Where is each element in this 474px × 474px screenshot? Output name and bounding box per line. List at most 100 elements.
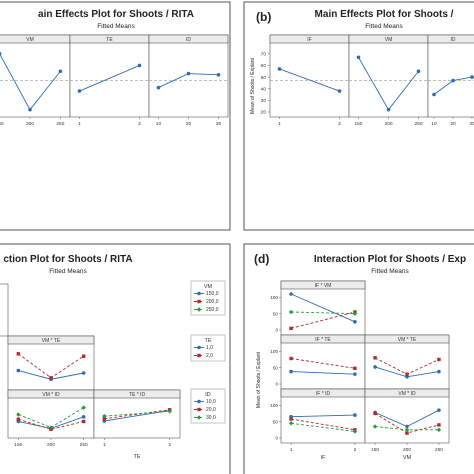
panel-d-title: Interaction Plot for Shoots / Exp bbox=[314, 254, 466, 265]
legend-swatch-marker bbox=[197, 399, 201, 404]
data-point bbox=[405, 431, 409, 435]
facet-frame-cropped bbox=[0, 283, 9, 337]
data-point bbox=[416, 69, 421, 74]
data-point bbox=[277, 67, 282, 71]
panel-a-subtitle: Fitted Means bbox=[97, 23, 135, 30]
facet-frame bbox=[0, 34, 71, 118]
panel-a-plot: VM 150 200 250 TE 1 2 ID 10 20 30 bbox=[0, 34, 229, 127]
x-tick-label: 150 bbox=[354, 121, 362, 127]
legend-entry: 30,0 bbox=[206, 415, 216, 421]
series-line bbox=[79, 65, 140, 92]
series-line bbox=[291, 358, 355, 369]
x-tick-label: 1 bbox=[278, 121, 281, 127]
panel-d-subtitle: Fitted Means bbox=[371, 268, 409, 275]
y-tick-label: 0 bbox=[275, 382, 278, 387]
facet-header-label: VM * ID bbox=[42, 392, 60, 398]
y-tick-label: 20 bbox=[261, 110, 267, 116]
legend-swatch-marker bbox=[197, 345, 201, 350]
facet-header-label: TE * ID bbox=[129, 392, 146, 398]
x-tick-label: 250 bbox=[56, 121, 64, 127]
data-point bbox=[137, 63, 142, 68]
legend-title: TE bbox=[204, 338, 211, 344]
y-tick-label: 40 bbox=[261, 86, 267, 92]
data-point bbox=[451, 78, 455, 83]
series-line bbox=[291, 422, 355, 432]
data-point bbox=[353, 372, 357, 376]
facet-frame bbox=[148, 34, 229, 118]
facet-header-label: VM * TE bbox=[42, 338, 61, 344]
y-tick-label: 50 bbox=[273, 311, 279, 316]
facet-header bbox=[0, 34, 71, 44]
legend-entry: 200,0 bbox=[206, 299, 219, 305]
data-point bbox=[81, 405, 86, 410]
data-point bbox=[0, 52, 2, 56]
data-point bbox=[405, 375, 409, 379]
legend-swatch-marker bbox=[197, 407, 201, 412]
legend-entry: 250,0 bbox=[206, 307, 219, 313]
data-point bbox=[16, 352, 21, 356]
x-axis-label: TE bbox=[133, 454, 140, 460]
series-line bbox=[104, 409, 170, 420]
data-point bbox=[16, 417, 21, 421]
facet-header-label: ID bbox=[186, 37, 191, 43]
series-line bbox=[290, 293, 356, 323]
facet-header-label: VM bbox=[385, 37, 393, 43]
facet-header-label: ID bbox=[451, 37, 456, 43]
series-line bbox=[291, 371, 355, 375]
x-tick-label: 10 bbox=[431, 121, 437, 127]
x-tick-label: 200 bbox=[403, 447, 411, 453]
data-point bbox=[337, 89, 342, 93]
data-point bbox=[373, 365, 377, 369]
facet-header-label: IF * VM bbox=[315, 283, 332, 289]
data-point bbox=[289, 417, 293, 421]
series-line bbox=[291, 418, 355, 431]
data-point bbox=[437, 423, 441, 427]
series-line bbox=[279, 68, 340, 92]
data-point bbox=[373, 356, 377, 360]
data-point bbox=[470, 75, 474, 79]
panel-d-plot: IF * VM IF * TE VM * TE IF * ID 1 2 VM * ID 150… bbox=[270, 280, 450, 461]
data-point bbox=[102, 413, 107, 419]
x-tick-label: 2 bbox=[138, 121, 141, 127]
facet-header bbox=[427, 34, 474, 44]
data-point bbox=[81, 371, 86, 375]
x-tick-label: 250 bbox=[415, 121, 423, 127]
y-tick-label: 50 bbox=[261, 75, 267, 81]
facet-frame bbox=[427, 34, 474, 118]
panel-d-label: (d) bbox=[254, 252, 269, 266]
panel-c-subtitle: Fitted Means bbox=[49, 268, 87, 275]
y-tick-label: 0 bbox=[275, 328, 278, 333]
data-point bbox=[432, 92, 436, 97]
data-point bbox=[437, 369, 441, 374]
legend-swatch-marker bbox=[196, 415, 202, 420]
x-tick-label: 200 bbox=[47, 442, 55, 448]
x-tick-label: 10 bbox=[156, 121, 162, 127]
data-point bbox=[288, 309, 294, 315]
facet-header-label: IF * ID bbox=[316, 391, 331, 397]
y-tick-label: 30 bbox=[261, 98, 267, 104]
panel-b-ylabel: Mean of Shoots / Explant bbox=[250, 57, 256, 113]
data-point bbox=[373, 411, 377, 416]
series-line bbox=[291, 311, 355, 315]
data-point bbox=[16, 412, 21, 417]
data-point bbox=[288, 421, 294, 426]
data-point bbox=[353, 366, 357, 370]
legend-title: VM bbox=[204, 284, 213, 290]
facet-header bbox=[148, 34, 229, 44]
data-point bbox=[289, 292, 293, 296]
x-tick-label: 2 bbox=[338, 121, 341, 127]
data-point bbox=[436, 427, 442, 433]
panel-b-subtitle: Fitted Means bbox=[365, 23, 403, 30]
legend-entry: 1,0 bbox=[206, 345, 213, 351]
legend-swatch-marker bbox=[197, 291, 201, 296]
data-point bbox=[81, 354, 86, 358]
facet-frame bbox=[269, 34, 350, 118]
x-tick-label: 30 bbox=[216, 121, 222, 127]
x-tick-label: 1 bbox=[290, 447, 293, 453]
legend-title: ID bbox=[205, 392, 211, 398]
panel-d-ylabel: Mean of Shoots / Explant bbox=[256, 351, 262, 407]
data-point bbox=[386, 107, 391, 112]
data-point bbox=[49, 376, 53, 380]
facet-header bbox=[93, 389, 181, 399]
